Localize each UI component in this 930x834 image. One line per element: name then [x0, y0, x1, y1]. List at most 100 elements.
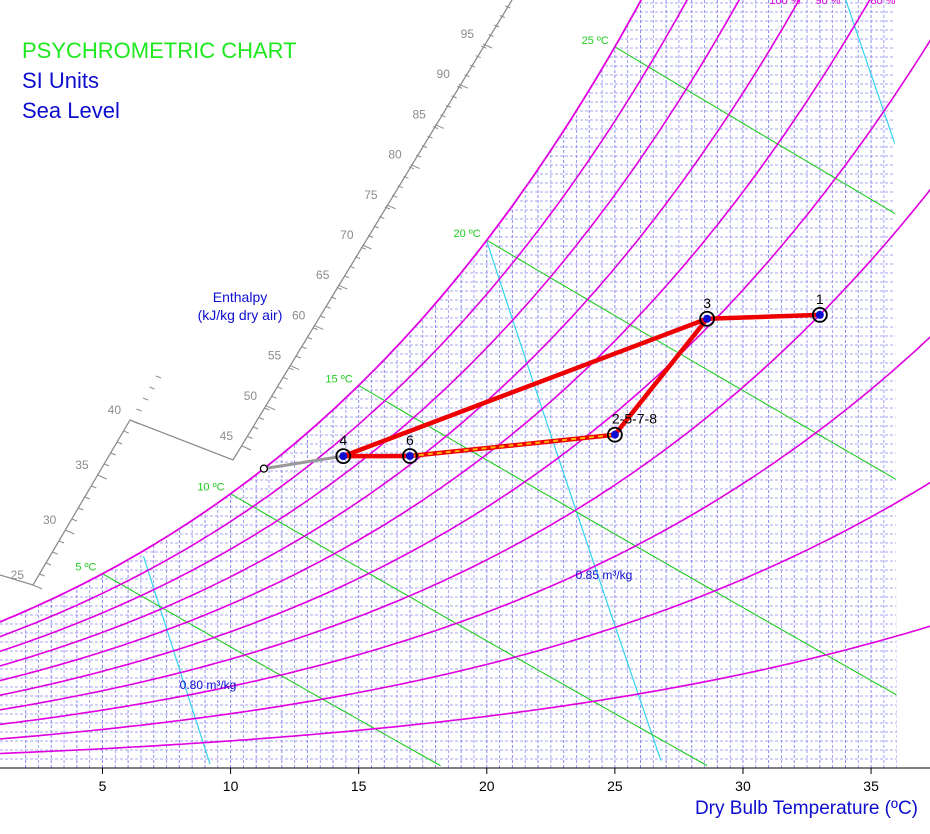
grid-group [0, 0, 897, 768]
x-tick-label-10: 10 [223, 778, 239, 794]
rh-curve-60 [0, 0, 871, 682]
rh-curve-100 [0, 0, 643, 623]
enthalpy-tick [289, 365, 300, 371]
enthalpy-tick [373, 225, 379, 229]
enthalpy-tick [494, 24, 500, 28]
rh-label-0: 100 % [769, 0, 800, 7]
state-point-dot-1 [815, 310, 824, 319]
enthalpy-tick-label-25: 25 [11, 568, 25, 582]
enthalpy-tick [386, 204, 396, 210]
enthalpy-tick [110, 452, 116, 456]
state-point-ring-6 [402, 448, 418, 464]
enthalpy-tick [312, 327, 318, 331]
rh-curve-20 [0, 481, 930, 740]
enthalpy-tick [360, 246, 366, 250]
enthalpy-tick-label-95: 95 [461, 27, 475, 41]
x-tick-label-25: 25 [607, 778, 623, 794]
x-tick-label-35: 35 [863, 778, 879, 794]
enthalpy-tick [32, 584, 43, 590]
enthalpy-tick [488, 34, 494, 37]
wet-bulb-label-10: 10 ºC [197, 482, 224, 494]
wet-bulb-line [614, 46, 897, 273]
enthalpy-tick [440, 114, 446, 118]
rh-curve-70 [0, 0, 800, 667]
enthalpy-tick [103, 463, 110, 467]
enthalpy-tick [384, 206, 391, 210]
enthalpy-tick [362, 244, 372, 250]
enthalpy-tick-label-85: 85 [412, 107, 426, 121]
rh-curve-50 [0, 39, 930, 697]
x-tick-label-15: 15 [351, 778, 367, 794]
enthalpy-tick [505, 5, 511, 9]
enthalpy-tick [482, 43, 493, 49]
enthalpy-tick-label-55: 55 [268, 349, 282, 363]
enthalpy-tick [91, 485, 97, 489]
enthalpy-tick [277, 386, 283, 390]
enthalpy-tick [416, 154, 422, 158]
enthalpy-tick-label-35: 35 [75, 458, 89, 472]
chart-altitude: Sea Level [22, 98, 120, 123]
specific-volume-line [762, 0, 897, 436]
rh-curve-80 [0, 0, 741, 653]
enthalpy-tick [325, 305, 331, 309]
rh-curve-90 [0, 0, 688, 638]
specific-volume-line [142, 555, 211, 765]
enthalpy-tick [432, 126, 439, 130]
state-point-ring-1 [811, 306, 828, 323]
state-point-dot-6 [405, 452, 414, 461]
enthalpy-tick [403, 175, 409, 179]
enthalpy-tick [451, 95, 457, 99]
enthalpy-tick [241, 445, 252, 451]
volume-label-0.80: 0.80 m³/kg [180, 678, 237, 692]
enthalpy-tick [97, 474, 107, 480]
enthalpy-tick [52, 551, 58, 555]
x-axis-title: Dry Bulb Temperature (ºC) [694, 798, 918, 819]
enthalpy-tick-label-70: 70 [340, 228, 354, 242]
state-point-ring-4 [335, 448, 352, 465]
enthalpy-tick [314, 324, 324, 330]
state-point-dot-3 [703, 314, 712, 323]
enthalpy-tick [136, 408, 142, 412]
process-line-3-4 [341, 316, 710, 459]
enthalpy-tick [258, 417, 264, 420]
state-point-label-6: 6 [406, 432, 414, 448]
enthalpy-tick [123, 430, 129, 434]
wet-bulb-line [230, 493, 708, 767]
process-line-3-2-5-7-8 [612, 316, 710, 437]
enthalpy-tick [45, 562, 52, 566]
enthalpy-axis-title: Enthalpy (kJ/kg dry air) [170, 288, 310, 324]
state-point-ring-2-5-7-8 [606, 426, 623, 443]
enthalpy-tick [271, 395, 277, 399]
enthalpy-tick [434, 123, 445, 129]
enthalpy-tick [469, 64, 476, 68]
enthalpy-tick [355, 256, 361, 260]
enthalpy-tick [253, 426, 259, 430]
enthalpy-tick [367, 235, 374, 238]
rh-label-2: 80 % [870, 0, 895, 7]
state-point-dot-2-5-7-8 [610, 430, 619, 439]
enthalpy-tick [116, 441, 123, 445]
enthalpy-tick [379, 216, 385, 219]
enthalpy-tick [247, 436, 253, 439]
enthalpy-tick [282, 376, 289, 380]
enthalpy-tick [264, 407, 270, 411]
enthalpy-tick [265, 405, 276, 411]
enthalpy-tick [427, 135, 433, 139]
rh-label-1: 90 % [815, 0, 840, 7]
enthalpy-tick [65, 529, 75, 535]
specific-volume-line [486, 240, 662, 761]
enthalpy-tick [458, 83, 469, 89]
enthalpy-tick [319, 315, 326, 319]
enthalpy-tick [288, 367, 294, 371]
state-point-label-3: 3 [703, 295, 711, 311]
enthalpy-tick-label-40: 40 [108, 403, 122, 417]
enthalpy-title-line2: (kJ/kg dry air) [197, 307, 283, 323]
enthalpy-tick [129, 419, 140, 425]
enthalpy-tick [155, 375, 162, 379]
enthalpy-tick-label-50: 50 [244, 389, 258, 403]
process-line-1-3 [704, 312, 823, 322]
state-point-label-1: 1 [816, 291, 824, 307]
enthalpy-tick [142, 397, 149, 401]
chart-units: SI Units [22, 68, 100, 93]
